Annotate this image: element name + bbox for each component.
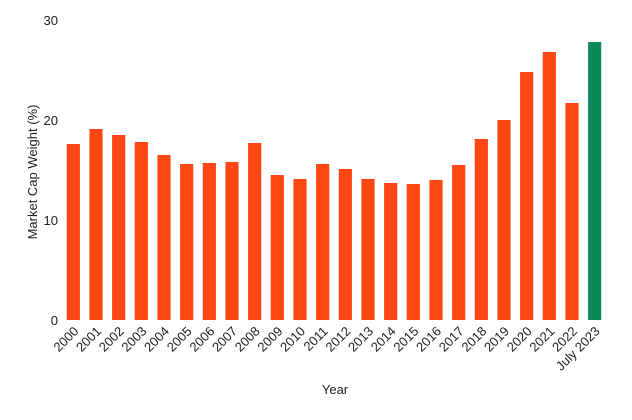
bar bbox=[384, 183, 398, 320]
bar bbox=[66, 144, 80, 320]
bar bbox=[180, 164, 194, 320]
bar bbox=[429, 180, 443, 320]
bar bbox=[202, 163, 216, 320]
bar bbox=[157, 155, 171, 320]
bar bbox=[112, 135, 126, 320]
bar bbox=[542, 52, 556, 320]
bar bbox=[248, 143, 262, 320]
x-axis-title: Year bbox=[322, 382, 349, 397]
x-tick-label: 2011 bbox=[300, 324, 330, 354]
y-axis-ticks: 0 10 20 30 bbox=[44, 13, 58, 328]
bar bbox=[293, 179, 307, 320]
bar bbox=[588, 42, 602, 320]
bar bbox=[225, 162, 239, 320]
y-tick-label: 20 bbox=[44, 113, 58, 128]
bars bbox=[66, 42, 602, 320]
bar bbox=[406, 184, 420, 320]
bar bbox=[361, 179, 375, 320]
bar bbox=[497, 120, 511, 320]
bar bbox=[520, 72, 534, 320]
y-tick-label: 10 bbox=[44, 213, 58, 228]
y-axis-title: Market Cap Weight (%) bbox=[25, 105, 40, 240]
y-tick-label: 30 bbox=[44, 13, 58, 28]
bar bbox=[316, 164, 330, 320]
bar bbox=[474, 139, 488, 320]
bar bbox=[452, 165, 466, 320]
bar bbox=[270, 175, 284, 320]
bar bbox=[134, 142, 148, 320]
x-axis-ticks: 2000200120022003200420052006200720082009… bbox=[50, 324, 602, 374]
bar bbox=[89, 129, 103, 320]
bar bbox=[565, 103, 579, 320]
bar bbox=[338, 169, 352, 320]
y-tick-label: 0 bbox=[51, 313, 58, 328]
